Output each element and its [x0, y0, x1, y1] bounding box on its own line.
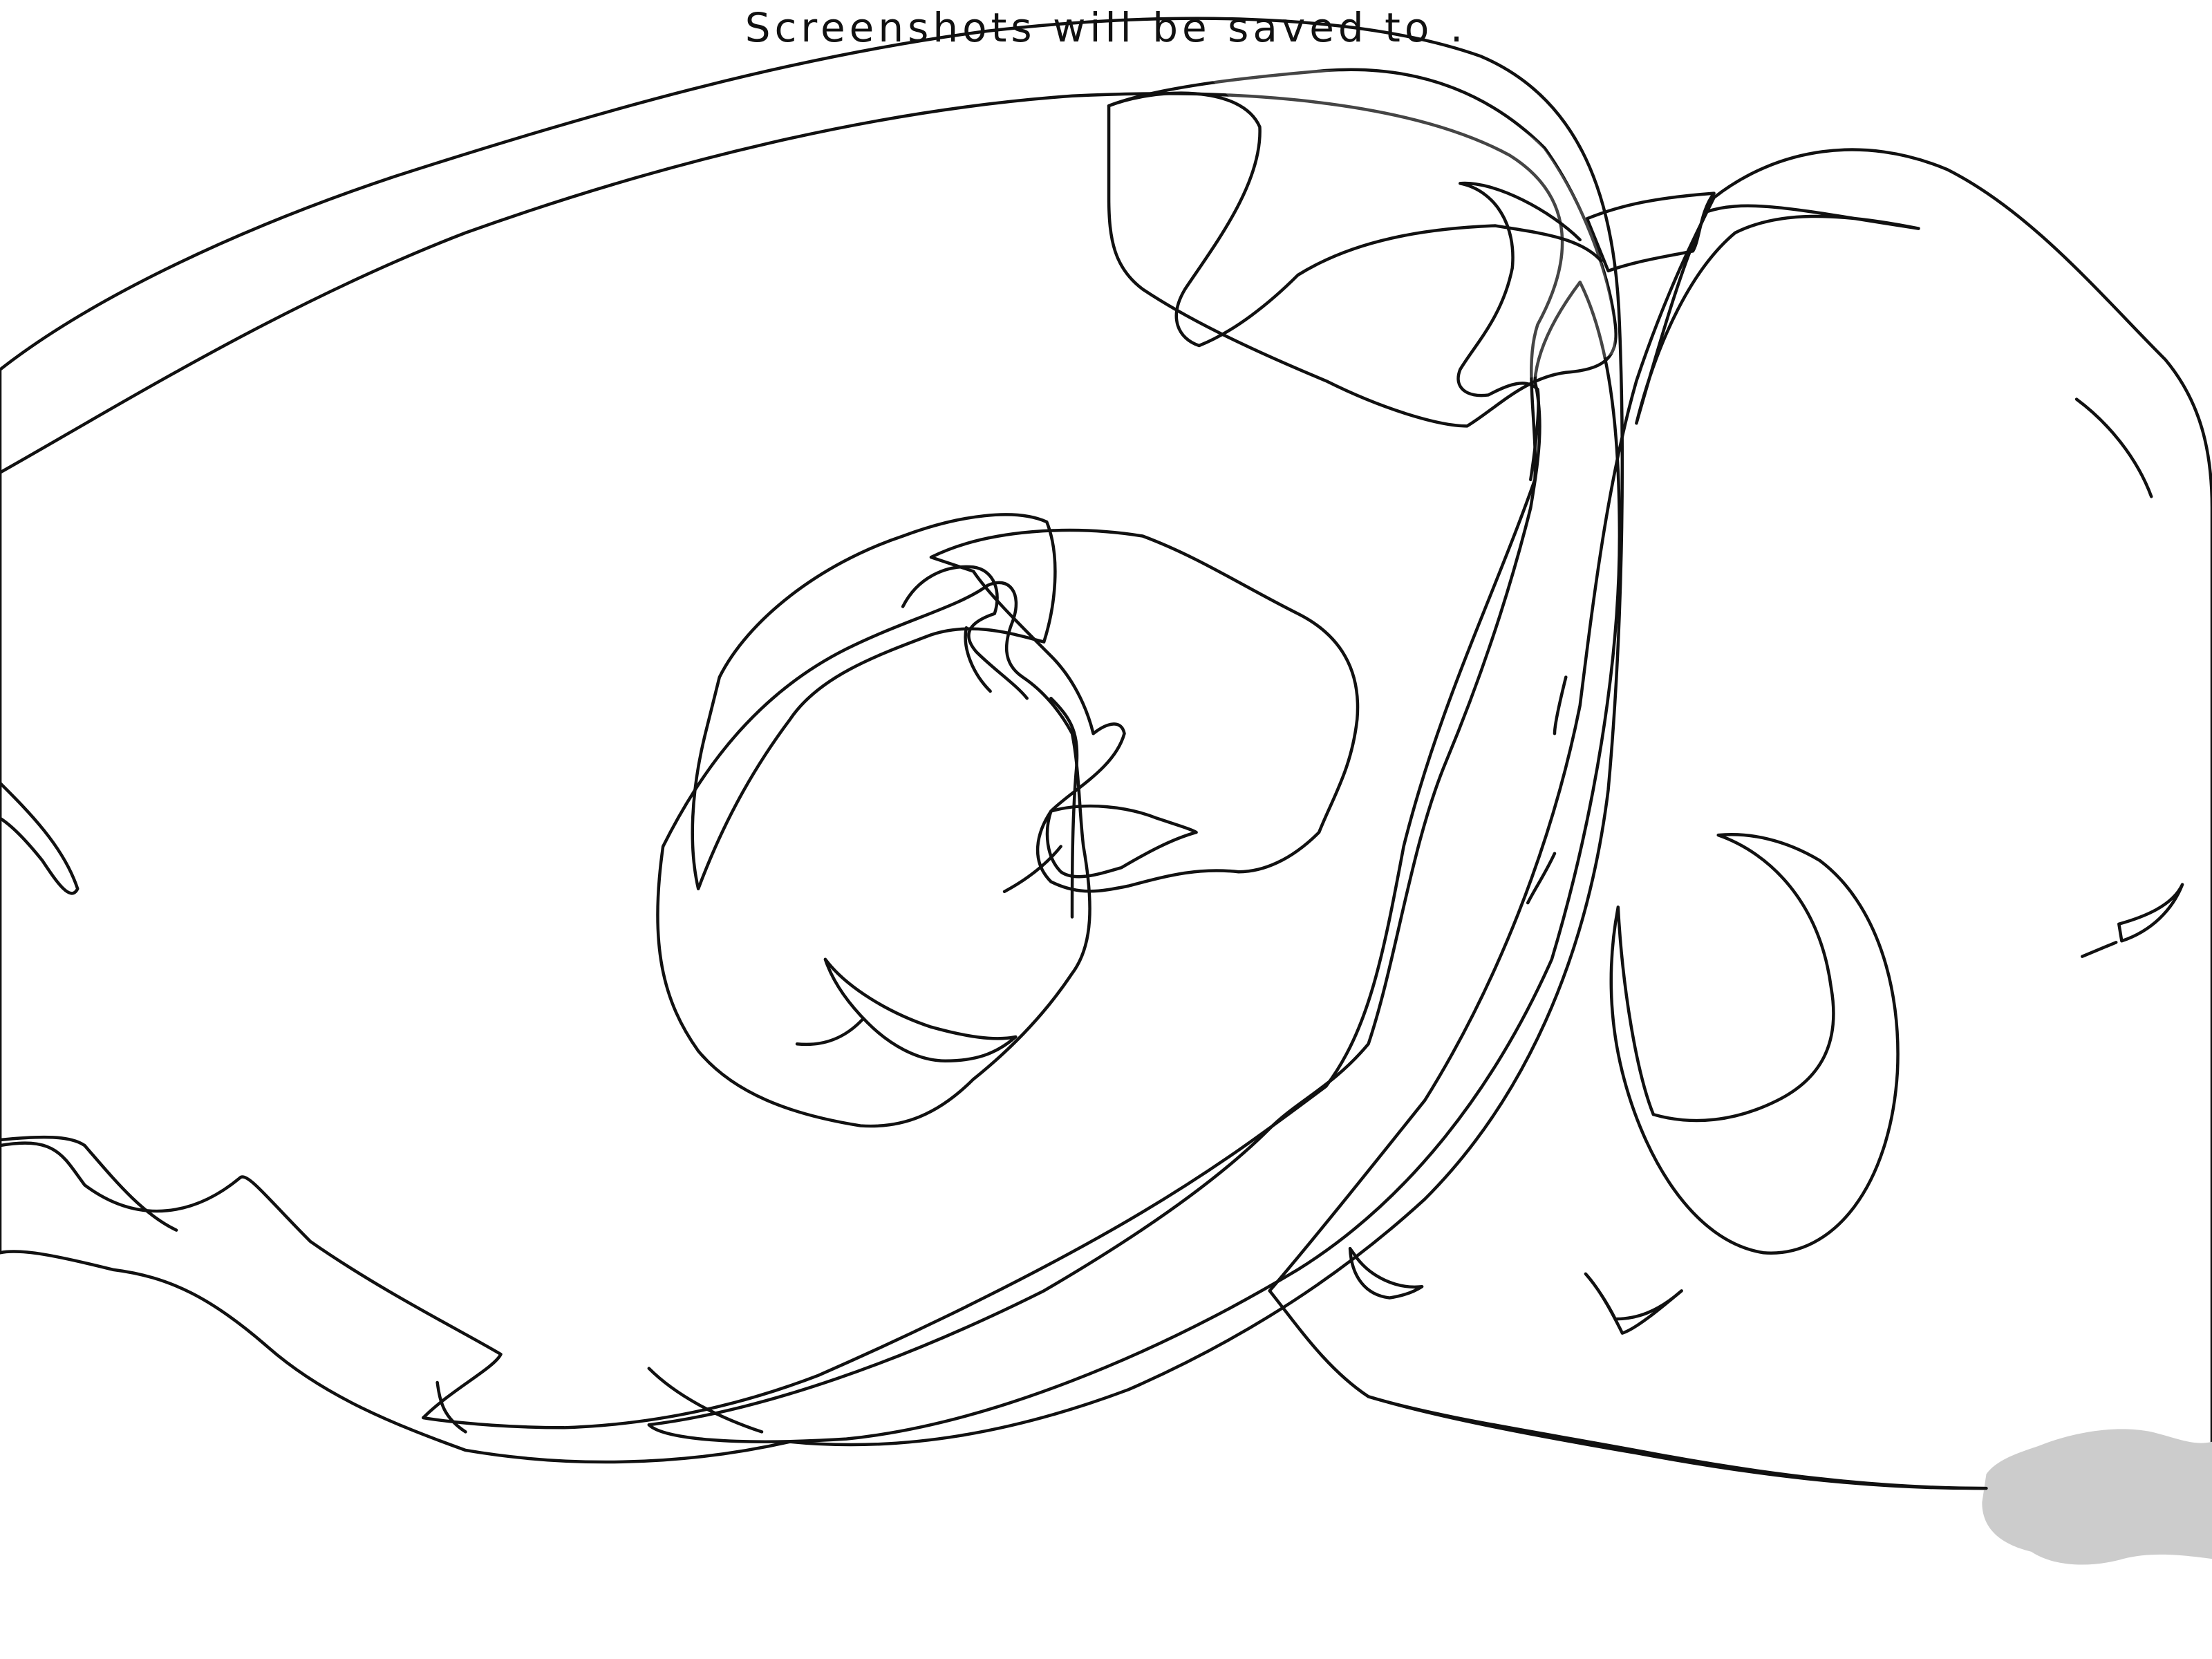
hindbrain-fold-6 — [1348, 1246, 1424, 1300]
cerebellar-arc — [1609, 833, 1900, 1255]
hindbrain-fold-1 — [1635, 204, 1920, 425]
cortical-region-outline — [1107, 91, 1603, 482]
striatum-inner-ridge — [823, 957, 1018, 1062]
medial-band — [647, 280, 1622, 1443]
striatum-back-lobe[interactable] — [929, 528, 1360, 893]
striatum-main-body[interactable] — [656, 581, 1091, 1128]
cerebrum-outer-shell — [0, 17, 1624, 1464]
brainstem-segment — [1982, 1429, 2212, 1565]
striatum-fold-lines — [795, 565, 1079, 1047]
striatum-tail — [1045, 804, 1198, 879]
cortical-region-light — [1199, 67, 1615, 382]
olfactory-fold — [0, 781, 79, 895]
cerebellum — [1268, 148, 2212, 1497]
cerebrum-inner-body — [0, 92, 1564, 1430]
ventral-fold — [435, 675, 1568, 1434]
ventral-contour — [0, 1135, 1988, 1490]
hindbrain-fold-3 — [2117, 883, 2184, 943]
screenshot-status-message: Screenshots will be saved to . — [744, 4, 1468, 51]
cortical-region-purple[interactable] — [1107, 68, 1618, 428]
cortex-bridge — [1585, 191, 1716, 273]
hindbrain-fold-5 — [1584, 1272, 1683, 1335]
hindbrain-fold-2 — [2074, 397, 2153, 498]
striatum-front-lobe[interactable] — [691, 513, 1057, 890]
hindbrain-fold-4 — [2081, 941, 2118, 958]
